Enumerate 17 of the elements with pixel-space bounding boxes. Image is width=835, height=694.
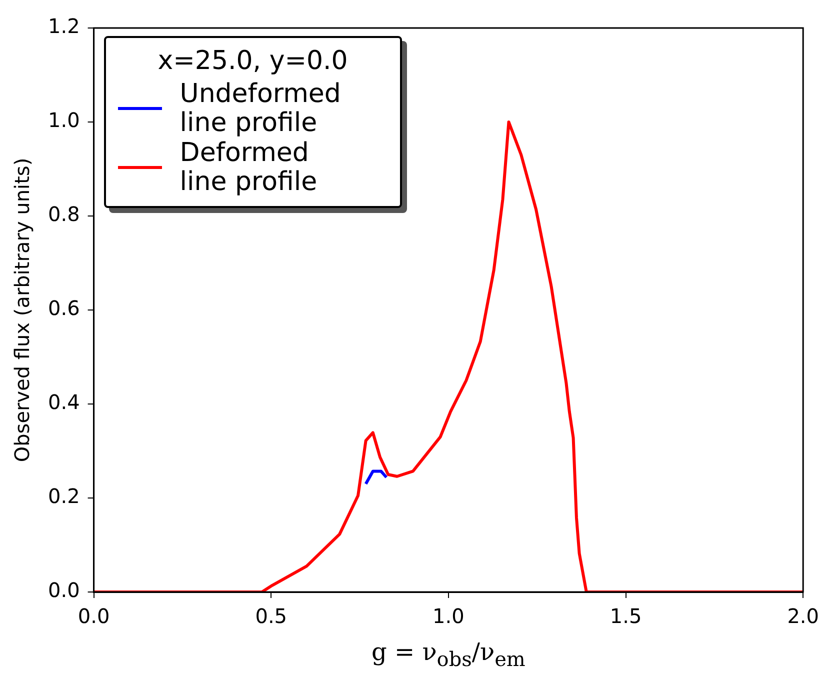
y-tick-label: 1.2 [48,14,80,38]
x-tick-label: 2.0 [787,604,820,628]
y-tick-label: 0.6 [48,296,80,320]
y-tick-label: 0.8 [48,202,80,226]
legend-label: Undeformed line profile [180,79,342,138]
y-axis-title: Observed flux (arbitrary units) [10,158,34,462]
x-tick-label: 0.5 [255,604,288,628]
y-tick-label: 0.0 [48,578,80,602]
x-tick-label: 1.5 [610,604,642,628]
x-tick-label: 1.0 [432,604,464,628]
legend-title: x=25.0, y=0.0 [156,46,349,76]
x-axis-title: g = ν$_{obs}$/ν$_{em}$ [370,638,526,671]
x-tick-label: 0.0 [78,604,110,628]
legend-label: Deformed line profile [180,138,318,197]
y-tick-label: 1.0 [48,108,80,132]
y-tick-label: 0.2 [48,484,80,508]
y-tick-label: 0.4 [48,390,80,414]
